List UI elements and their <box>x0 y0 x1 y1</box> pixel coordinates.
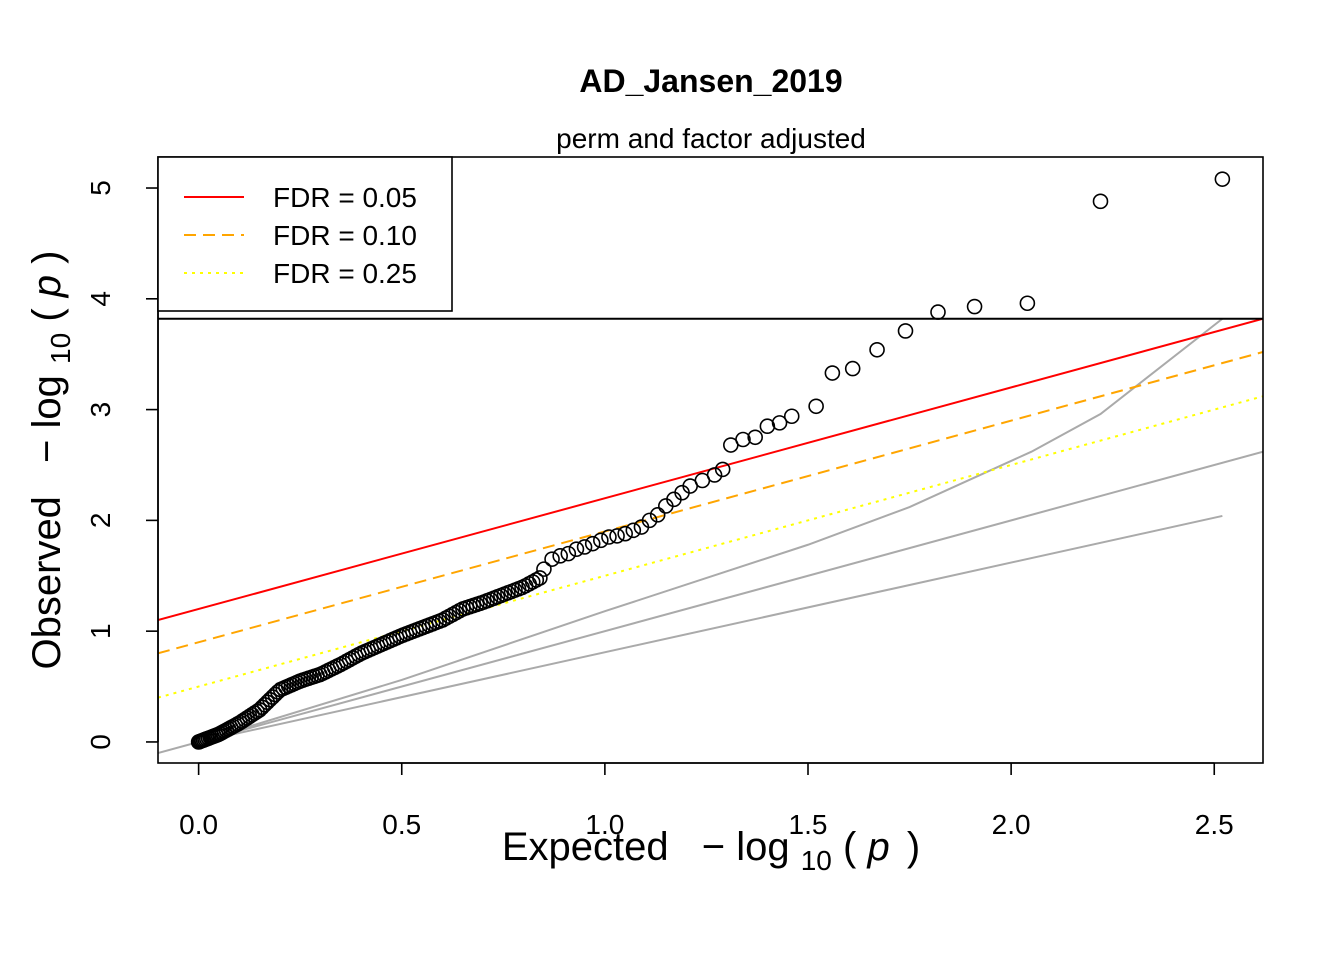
y-label-var: p <box>25 275 69 298</box>
plot-contents <box>158 171 1263 754</box>
data-point <box>576 539 593 555</box>
data-point <box>625 522 642 539</box>
chart-title: AD_Jansen_2019 <box>579 63 842 99</box>
y-tick-label: 5 <box>85 180 116 196</box>
data-point <box>844 360 861 377</box>
y-tick-label: 3 <box>85 402 116 418</box>
data-point <box>552 548 568 564</box>
data-point <box>609 528 625 544</box>
data-point <box>560 545 577 562</box>
data-point <box>783 408 800 425</box>
y-label-sub: 10 <box>45 333 76 364</box>
data-point <box>267 686 283 703</box>
x-tick-label: 2.5 <box>1195 809 1234 840</box>
y-label-main: Observed <box>25 496 69 669</box>
x-label-log: log <box>736 825 789 869</box>
data-point <box>649 507 666 523</box>
x-label-main: Expected <box>502 825 669 869</box>
y-axis-label: Observed − log 10 ( p ) <box>25 251 79 670</box>
plot-area <box>158 171 1263 754</box>
data-points <box>190 171 1231 750</box>
data-point <box>869 341 885 358</box>
y-tick-label: 1 <box>85 623 116 639</box>
legend: FDR = 0.05 FDR = 0.10 FDR = 0.25 <box>157 156 453 312</box>
data-point <box>735 431 751 448</box>
data-point <box>544 551 560 567</box>
reference-curve-2 <box>198 514 1223 743</box>
data-point <box>759 418 776 435</box>
data-point <box>706 467 723 483</box>
data-point <box>897 323 914 339</box>
data-point <box>528 572 545 588</box>
x-label-close-paren: ) <box>907 825 920 869</box>
x-label-open-paren: ( <box>843 825 857 869</box>
y-tick-label: 2 <box>85 513 116 529</box>
data-point <box>1019 295 1036 312</box>
data-point <box>601 529 617 545</box>
data-point <box>747 429 763 446</box>
data-point <box>617 525 633 542</box>
x-tick-label: 2.0 <box>992 809 1031 840</box>
chart-subtitle: perm and factor adjusted <box>556 123 866 154</box>
y-label-close-paren: ) <box>25 251 69 264</box>
data-point <box>771 415 788 431</box>
y-axis: 0 1 2 3 4 5 <box>85 180 159 750</box>
reference-line-identity <box>158 450 1263 754</box>
data-point <box>1214 171 1231 187</box>
reference-curve-1 <box>198 317 1223 743</box>
data-point <box>1092 193 1109 210</box>
data-point <box>808 398 824 415</box>
y-tick-label: 0 <box>85 734 116 750</box>
y-tick-label: 4 <box>85 291 116 307</box>
data-point <box>593 532 609 549</box>
data-point <box>930 304 946 320</box>
y-label-log: log <box>25 375 69 428</box>
legend-label-2: FDR = 0.10 <box>273 220 417 251</box>
data-point <box>824 365 841 381</box>
x-tick-label: 1.0 <box>585 809 624 840</box>
data-point <box>966 298 983 315</box>
x-tick-label: 0.5 <box>382 809 421 840</box>
data-point <box>532 570 548 586</box>
y-label-open-paren: ( <box>25 308 69 322</box>
x-label-sub: 10 <box>801 845 832 876</box>
data-point <box>262 691 278 708</box>
fdr-line-2 <box>158 351 1263 655</box>
x-tick-label: 0.0 <box>179 809 218 840</box>
legend-label-1: FDR = 0.05 <box>273 182 417 213</box>
x-axis-label: Expected − log 10 ( p ) <box>502 825 920 879</box>
x-label-var: p <box>866 825 889 869</box>
x-tick-label: 1.5 <box>789 809 828 840</box>
data-point <box>536 561 552 577</box>
x-label-minus: − <box>702 825 725 869</box>
data-point <box>714 461 731 478</box>
legend-label-3: FDR = 0.25 <box>273 258 417 289</box>
y-label-minus: − <box>25 440 69 463</box>
data-point <box>641 512 658 529</box>
data-point <box>584 535 601 552</box>
x-axis: 0.0 0.5 1.0 1.5 2.0 2.5 <box>179 762 1234 840</box>
fdr-line-3 <box>158 395 1263 699</box>
data-point <box>568 541 585 557</box>
